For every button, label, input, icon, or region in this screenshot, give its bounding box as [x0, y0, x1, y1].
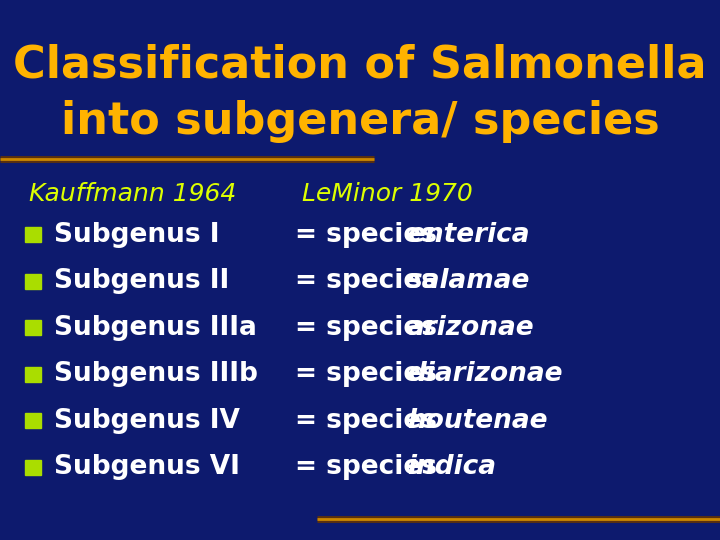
Text: Subgenus IIIb: Subgenus IIIb: [54, 361, 258, 387]
Text: houtenae: houtenae: [407, 408, 547, 434]
Text: Kauffmann 1964: Kauffmann 1964: [29, 183, 236, 206]
Text: Classification of Salmonella: Classification of Salmonella: [13, 43, 707, 86]
Bar: [25, 367, 41, 382]
Text: Subgenus I: Subgenus I: [54, 222, 220, 248]
Text: LeMinor 1970: LeMinor 1970: [302, 183, 473, 206]
Text: Subgenus IIIa: Subgenus IIIa: [54, 315, 257, 341]
Text: Subgenus IV: Subgenus IV: [54, 408, 240, 434]
Bar: [25, 320, 41, 335]
Text: diarizonae: diarizonae: [407, 361, 562, 387]
Text: = species: = species: [295, 408, 446, 434]
Text: indica: indica: [407, 454, 496, 480]
Text: salamae: salamae: [407, 268, 530, 294]
Bar: [25, 274, 41, 289]
Text: Subgenus VI: Subgenus VI: [54, 454, 240, 480]
Bar: [25, 227, 41, 242]
Text: arizonae: arizonae: [407, 315, 534, 341]
Text: = species: = species: [295, 454, 446, 480]
Text: = species: = species: [295, 222, 446, 248]
Text: = species: = species: [295, 361, 446, 387]
Bar: [25, 413, 41, 428]
Text: enterica: enterica: [407, 222, 529, 248]
Text: = species: = species: [295, 315, 446, 341]
Text: = species: = species: [295, 268, 446, 294]
Text: Subgenus II: Subgenus II: [54, 268, 229, 294]
Bar: [25, 460, 41, 475]
Text: into subgenera/ species: into subgenera/ species: [60, 100, 660, 143]
